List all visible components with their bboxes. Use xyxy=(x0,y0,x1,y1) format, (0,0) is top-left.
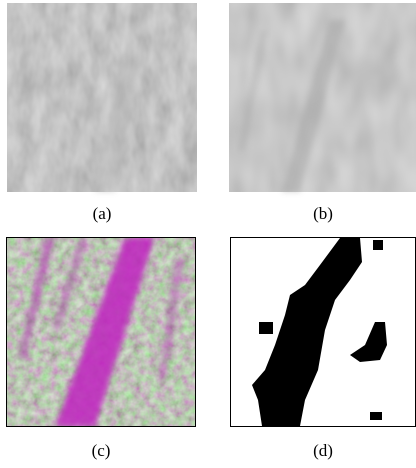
panel-c-image xyxy=(6,237,196,427)
panel-d-image xyxy=(230,237,416,427)
panel-a-image xyxy=(7,3,197,192)
caption: (d) xyxy=(313,441,333,460)
caption: (c) xyxy=(92,441,111,460)
panel-b-image xyxy=(229,3,416,192)
caption: (a) xyxy=(93,204,112,223)
caption: (b) xyxy=(313,204,333,223)
panel-border xyxy=(6,237,196,427)
